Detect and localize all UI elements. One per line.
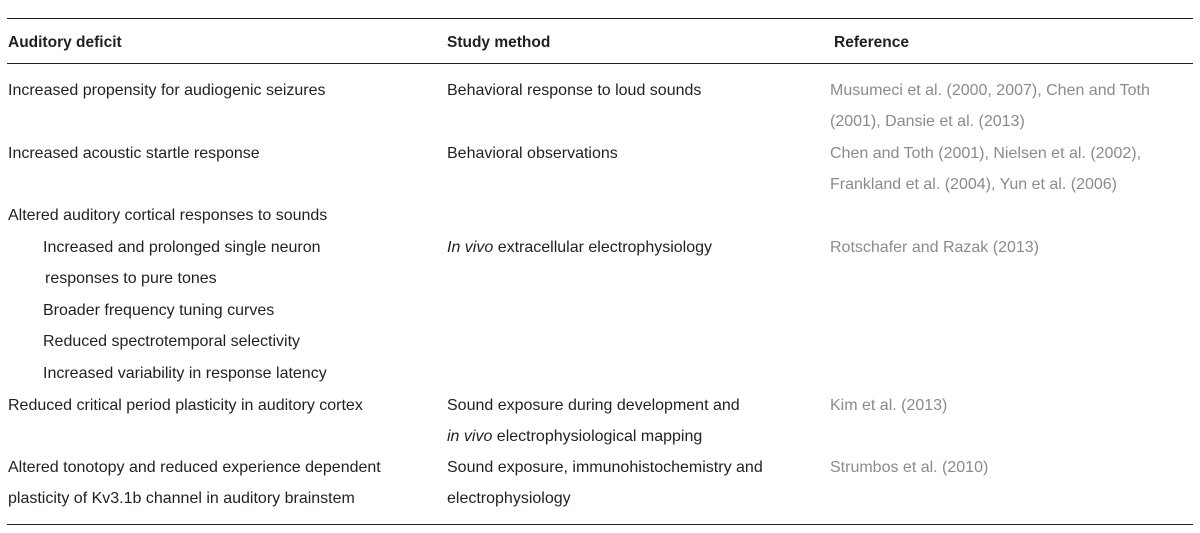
cell-subitem: Reduced spectrotemporal selectivity <box>43 333 301 350</box>
cell-reference: Musumeci et al. (2000, 2007), Chen and T… <box>830 82 1150 99</box>
header-study-method: Study method <box>447 34 551 51</box>
cell-reference: Kim et al. (2013) <box>830 397 948 414</box>
table-header-rule <box>7 63 1193 64</box>
cell-deficit: Altered tonotopy and reduced experience … <box>8 459 381 476</box>
cell-deficit: Reduced critical period plasticity in au… <box>8 397 363 414</box>
table-top-rule <box>7 18 1193 19</box>
cell-subitem: Broader frequency tuning curves <box>43 302 275 319</box>
header-auditory-deficit: Auditory deficit <box>8 34 122 51</box>
method-text: extracellular electrophysiology <box>493 239 713 256</box>
header-reference: Reference <box>834 34 909 51</box>
cell-subitem: Increased variability in response latenc… <box>43 365 327 382</box>
method-italic-text: In vivo <box>447 239 494 256</box>
method-italic-text: in vivo <box>447 428 493 445</box>
cell-subitem: responses to pure tones <box>45 270 217 287</box>
cell-deficit: Increased acoustic startle response <box>8 145 260 162</box>
method-text: electrophysiological mapping <box>492 428 703 445</box>
cell-reference: Chen and Toth (2001), Nielsen et al. (20… <box>830 145 1142 162</box>
cell-subitem: Increased and prolonged single neuron <box>43 239 321 256</box>
cell-method: Behavioral observations <box>447 145 618 162</box>
cell-deficit: plasticity of Kv3.1b channel in auditory… <box>8 490 355 507</box>
cell-method: in vivo electrophysiological mapping <box>447 427 702 447</box>
cell-method: Sound exposure, immunohistochemistry and <box>447 459 763 476</box>
cell-reference: Frankland et al. (2004), Yun et al. (200… <box>830 176 1117 193</box>
cell-method: Behavioral response to loud sounds <box>447 82 702 99</box>
cell-deficit: Altered auditory cortical responses to s… <box>8 207 328 224</box>
cell-method: Sound exposure during development and <box>447 397 740 414</box>
cell-reference: Rotschafer and Razak (2013) <box>830 239 1039 256</box>
table-bottom-rule <box>7 524 1193 525</box>
cell-reference: (2001), Dansie et al. (2013) <box>830 113 1025 130</box>
cell-method: In vivo extracellular electrophysiology <box>447 238 712 258</box>
cell-method: electrophysiology <box>447 490 571 507</box>
cell-deficit: Increased propensity for audiogenic seiz… <box>8 82 326 99</box>
cell-reference: Strumbos et al. (2010) <box>830 459 989 476</box>
